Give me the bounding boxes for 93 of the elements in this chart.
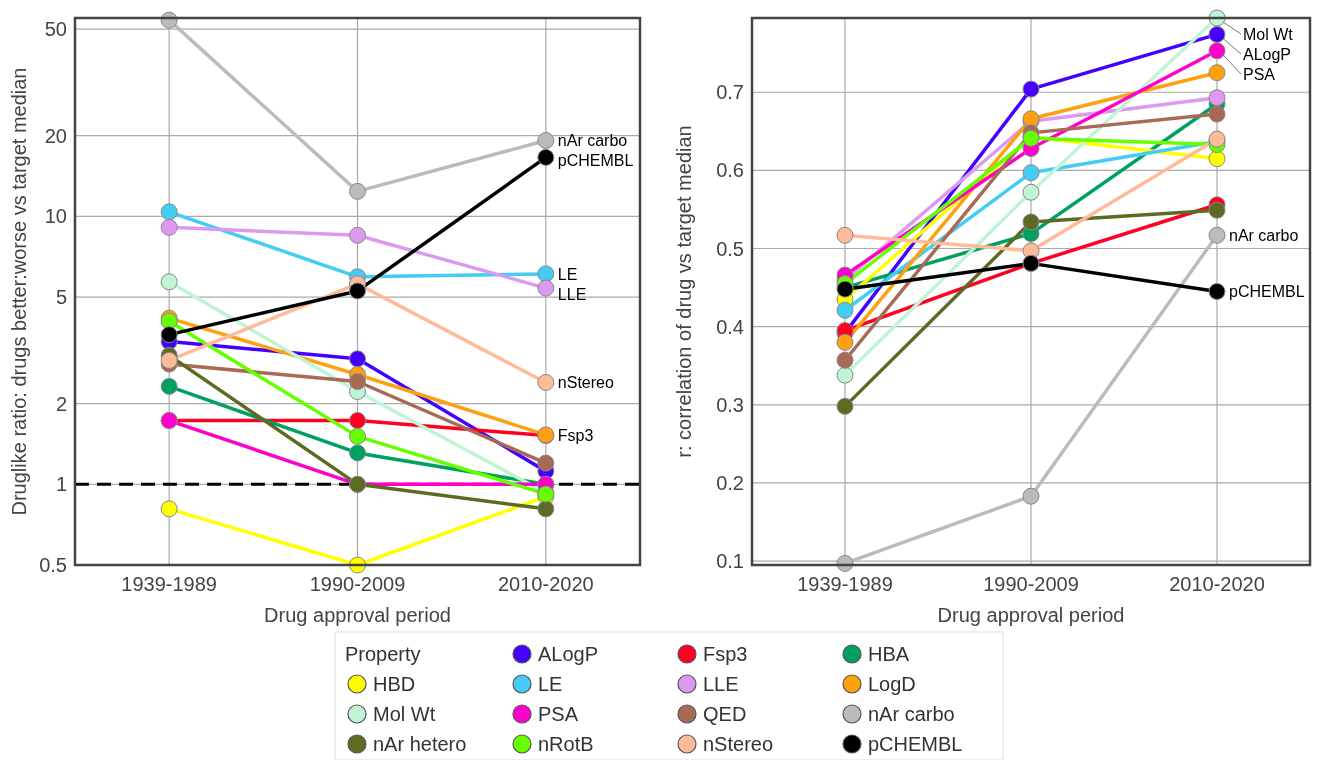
y-tick-label: 0.5 (716, 237, 744, 260)
point (836, 226, 854, 244)
y-tick-label: 50 (44, 18, 67, 41)
point (160, 326, 178, 344)
legend-label: QED (703, 703, 747, 725)
point (537, 373, 555, 391)
point (537, 279, 555, 297)
point (1022, 164, 1040, 182)
point (537, 500, 555, 518)
point (349, 182, 366, 200)
series-label: pCHEMBL (1229, 283, 1305, 301)
legend-label: LE (538, 673, 563, 695)
point (537, 148, 555, 166)
legend-label: HBD (373, 673, 416, 695)
point (1208, 201, 1226, 219)
annotation: nStereo (557, 374, 614, 392)
point (160, 218, 178, 236)
point (160, 351, 178, 369)
point (1208, 89, 1226, 107)
annotation: LE (557, 265, 578, 283)
x-tick-label: 1990-2009 (309, 573, 406, 595)
series-label: nAr carbo (1229, 226, 1299, 244)
point (1208, 226, 1226, 244)
annotation: nAr carbo (557, 132, 628, 150)
y-tick-label: 20 (44, 124, 67, 147)
point (1022, 213, 1040, 231)
x-tick-label: 2010-2020 (498, 573, 594, 595)
point (349, 412, 366, 430)
legend-label: LLE (703, 673, 739, 695)
point (349, 226, 366, 244)
y-axis-title: Druglike ratio: drugs better:worse vs target median (8, 67, 30, 516)
point (836, 366, 854, 384)
x-tick-label: 1990-2009 (983, 573, 1079, 595)
point (836, 397, 854, 415)
x-axis-title: Drug approval period (937, 604, 1125, 626)
legend-label: nStereo (703, 733, 774, 755)
y-tick-label: 0.5 (39, 554, 67, 576)
legend-label: nAr carbo (868, 703, 955, 725)
legend-label: Fsp3 (703, 643, 748, 665)
x-tick-label: 2010-2020 (1169, 573, 1265, 595)
point (1022, 487, 1040, 505)
legend-label: Mol Wt (373, 703, 436, 725)
y-tick-label: 0.2 (716, 471, 744, 494)
legend-title: Property (345, 643, 421, 665)
point (836, 333, 854, 351)
y-tick-label: 0.4 (716, 315, 744, 338)
y-tick-label: 0.3 (716, 393, 744, 416)
y-tick-label: 0.1 (716, 550, 744, 573)
point (537, 265, 555, 283)
point (1208, 25, 1226, 43)
point (1208, 42, 1226, 60)
point (537, 454, 555, 472)
legend-label: PSA (538, 703, 579, 725)
point (836, 351, 854, 369)
point (160, 273, 178, 291)
legend-label: nAr hetero (373, 733, 467, 755)
point (160, 500, 178, 518)
legend-label: pCHEMBL (868, 733, 963, 755)
point (349, 350, 366, 368)
point (1208, 150, 1226, 168)
annotation: LLE (557, 285, 587, 303)
series-label: Mol Wt (1243, 25, 1294, 43)
point (1208, 64, 1226, 82)
point (537, 131, 555, 149)
point (1208, 105, 1226, 123)
y-tick-label: 5 (55, 286, 67, 309)
point (1022, 183, 1040, 201)
y-tick-label: 0.7 (716, 81, 744, 104)
point (160, 203, 178, 221)
x-tick-label: 1939-1989 (121, 573, 217, 595)
legend-label: ALogP (538, 643, 599, 665)
y-axis-title: r: correlation of drug vs target median (673, 125, 695, 458)
x-tick-label: 1939-1989 (797, 573, 893, 595)
point (349, 427, 366, 445)
point (349, 282, 366, 300)
point (1208, 283, 1226, 300)
legend-label: LogD (868, 673, 916, 695)
point (160, 377, 178, 395)
y-tick-label: 1 (55, 473, 67, 496)
point (1022, 80, 1040, 98)
x-axis-title: Drug approval period (264, 604, 451, 626)
y-tick-label: 2 (55, 392, 67, 415)
series-label: ALogP (1243, 45, 1292, 63)
legend-label: nRotB (538, 733, 594, 755)
point (349, 372, 366, 390)
y-tick-label: 10 (44, 205, 67, 228)
series-label: PSA (1243, 65, 1276, 83)
annotation: Fsp3 (557, 427, 594, 445)
point (836, 301, 854, 319)
point (349, 444, 366, 462)
annotation: pCHEMBL (557, 152, 634, 170)
legend-label: HBA (868, 643, 910, 665)
y-tick-label: 0.6 (716, 159, 744, 182)
